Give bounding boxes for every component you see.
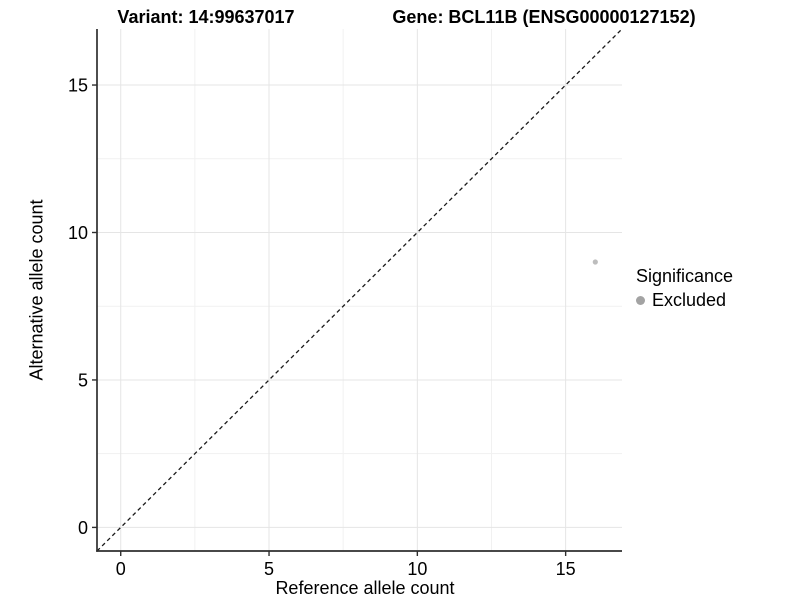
legend-entry-excluded: Excluded	[636, 290, 733, 311]
x-tick-label: 15	[556, 559, 576, 579]
x-tick-label: 10	[407, 559, 427, 579]
x-tick-label: 5	[264, 559, 274, 579]
identity-line	[96, 28, 623, 552]
x-tick-label: 0	[116, 559, 126, 579]
y-tick-label: 10	[68, 223, 88, 243]
y-tick-label: 5	[78, 370, 88, 390]
legend: Significance Excluded	[636, 266, 733, 311]
data-point	[592, 259, 598, 265]
variant-title: Variant: 14:99637017	[117, 7, 295, 27]
excluded-point-icon	[636, 296, 645, 305]
gene-title: Gene: BCL11B (ENSG00000127152)	[392, 7, 696, 27]
y-tick-label: 15	[68, 76, 88, 96]
y-tick-label: 0	[78, 518, 88, 538]
x-axis-title: Reference allele count	[275, 578, 455, 598]
legend-title: Significance	[636, 266, 734, 286]
y-axis-title: Alternative allele count	[26, 199, 47, 381]
legend-entry-label: Excluded	[652, 290, 727, 310]
